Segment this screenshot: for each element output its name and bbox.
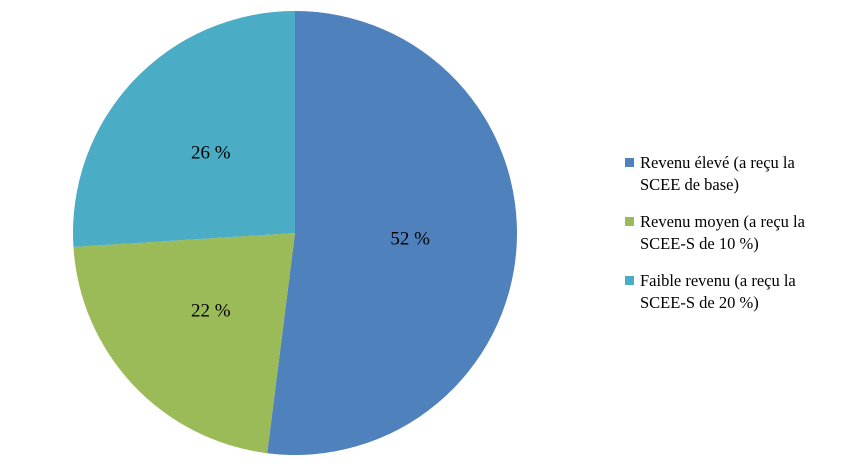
legend: Revenu élevé (a reçu la SCEE de base) Rev… bbox=[625, 152, 825, 329]
pie-slice bbox=[73, 233, 295, 454]
legend-label: Revenu moyen (a reçu la SCEE-S de 10 %) bbox=[640, 212, 805, 253]
legend-label: Faible revenu (a reçu la SCEE-S de 20 %) bbox=[640, 271, 796, 312]
legend-swatch bbox=[625, 158, 634, 167]
legend-swatch bbox=[625, 276, 634, 285]
pie-slice bbox=[267, 11, 518, 455]
legend-item: Revenu moyen (a reçu la SCEE-S de 10 %) bbox=[625, 211, 825, 255]
data-label: 52 % bbox=[390, 229, 430, 250]
pie-slice bbox=[72, 11, 295, 247]
legend-swatch bbox=[625, 217, 634, 226]
legend-item: Revenu élevé (a reçu la SCEE de base) bbox=[625, 152, 825, 196]
legend-label: Revenu élevé (a reçu la SCEE de base) bbox=[640, 153, 795, 194]
data-label: 22 % bbox=[191, 300, 231, 321]
legend-item: Faible revenu (a reçu la SCEE-S de 20 %) bbox=[625, 270, 825, 314]
data-label: 26 % bbox=[191, 142, 231, 163]
